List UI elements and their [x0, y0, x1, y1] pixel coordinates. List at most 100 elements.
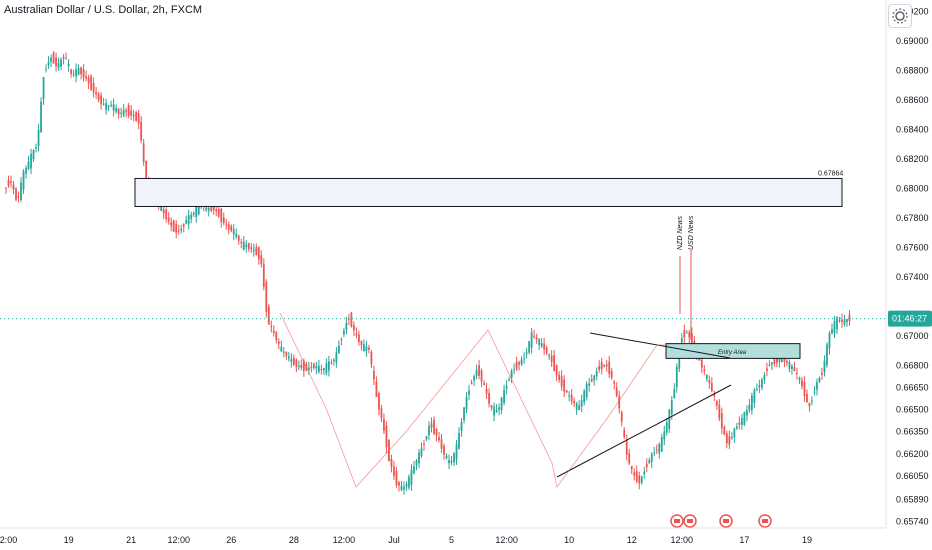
candle-body [505, 385, 508, 389]
candle-body [170, 222, 173, 226]
candle-body [585, 383, 588, 398]
time-tick-label: 19 [802, 535, 812, 545]
candle-body [488, 393, 490, 404]
candle-body [580, 400, 583, 407]
price-tick-label: 0.65740 [896, 517, 929, 527]
candle-body [623, 429, 626, 438]
candle-body [70, 69, 72, 74]
candle-body [453, 453, 455, 463]
candle-body [277, 341, 280, 344]
candle-body [663, 431, 666, 440]
candle-body [668, 409, 671, 430]
candle-body [398, 482, 400, 486]
candle-body [763, 375, 766, 380]
candle-body [710, 382, 713, 392]
flag-icon[interactable] [719, 514, 733, 528]
nzd-news-label: NZD News [677, 216, 684, 250]
candle-body [660, 437, 663, 452]
candle-body [100, 95, 103, 104]
candle-body [342, 330, 345, 335]
candle-body [240, 241, 243, 244]
candle-body [773, 358, 776, 364]
candle-body [85, 76, 87, 79]
candle-body [720, 413, 723, 429]
candle-body [358, 334, 360, 342]
candle-body [410, 469, 413, 485]
candle-body [791, 365, 793, 370]
candle-body [30, 153, 32, 169]
candle-body [262, 263, 265, 287]
candle-body [353, 325, 355, 331]
candle-body [578, 405, 581, 411]
candle-body [771, 362, 773, 365]
candle-body [433, 419, 435, 434]
flag-icon-body [687, 519, 693, 523]
candle-body [255, 247, 258, 256]
candle-body [513, 368, 516, 370]
candle-body [162, 209, 165, 214]
flag-icon[interactable] [758, 514, 772, 528]
settings-button[interactable] [888, 4, 912, 28]
candle-body [811, 400, 813, 402]
candle-body [680, 338, 683, 343]
candle-body [475, 370, 478, 376]
candle-body [380, 408, 383, 419]
candle-body [348, 318, 350, 320]
candle-body [783, 356, 786, 362]
time-axis[interactable]: 12:00 19 21 12:00 26 28 12:00 Jul 5 12:00 10 12 12:0… [0, 527, 886, 545]
candle-body [365, 346, 368, 352]
time-tick-label: 12:00 [333, 535, 356, 545]
candle-body [7, 180, 10, 186]
candle-body [748, 404, 751, 411]
candle-body [363, 344, 365, 352]
candle-body [360, 340, 363, 346]
usd-news-label: USD News [688, 215, 695, 250]
candle-body [102, 103, 105, 105]
candle-body [781, 357, 783, 363]
candle-body [42, 77, 45, 100]
candle-body [821, 372, 823, 375]
candle-body [125, 110, 128, 112]
candle-body [395, 470, 398, 486]
candle-body [675, 366, 678, 388]
flag-icon[interactable] [670, 514, 684, 528]
candle-body [573, 400, 576, 404]
time-tick-label: 19 [64, 535, 74, 545]
candle-body [508, 379, 510, 381]
candle-body [540, 342, 543, 347]
candle-body [718, 404, 721, 419]
candle-body [730, 437, 733, 439]
candle-body [760, 379, 763, 388]
candle-body [633, 472, 636, 476]
candle-body [378, 393, 380, 410]
time-tick-label: 12:00 [0, 535, 17, 545]
candle-body [220, 208, 223, 222]
candle-body [72, 73, 75, 75]
upper-trendline [589, 332, 731, 359]
candle-body [192, 213, 195, 215]
candle-body [688, 332, 691, 338]
candle-body [127, 105, 130, 116]
candle-body [230, 226, 233, 232]
candle-body [172, 220, 175, 232]
candle-body [738, 422, 741, 425]
candle-body [235, 233, 238, 237]
candle-body [640, 476, 643, 483]
price-axis[interactable]: 0.69200 0.69000 0.68800 0.68600 0.68400 0.682… [0, 0, 932, 528]
candle-body [322, 368, 325, 371]
candle-body [107, 105, 110, 107]
price-tick-label: 0.68600 [896, 95, 929, 105]
price-tick-label: 0.66350 [896, 427, 929, 437]
candle-body [725, 433, 728, 444]
candle-body [450, 460, 453, 463]
candle-body [62, 56, 65, 59]
flag-icon[interactable] [683, 514, 697, 528]
candle-body [608, 361, 611, 374]
candle-body [120, 112, 123, 114]
candle-body [182, 223, 185, 227]
candle-body [222, 217, 225, 224]
candle-body [265, 281, 268, 313]
candle-body [327, 361, 330, 371]
candle-body [735, 426, 738, 429]
